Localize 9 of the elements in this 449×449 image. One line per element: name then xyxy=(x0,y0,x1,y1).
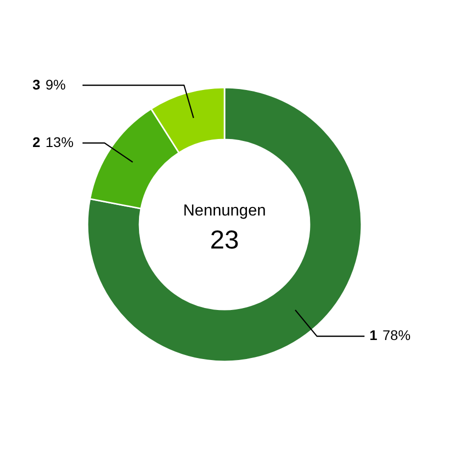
text: Nennungen xyxy=(183,202,266,220)
slice-label: 1 xyxy=(370,327,378,344)
data-label: 13% xyxy=(46,134,74,150)
slice-label: 3 xyxy=(32,76,40,92)
text: 23 xyxy=(210,224,239,254)
donut-slice xyxy=(86,86,362,362)
data-label: 9% xyxy=(46,76,66,92)
slice-label: 2 xyxy=(32,134,40,150)
data-label: 78% xyxy=(382,327,411,344)
